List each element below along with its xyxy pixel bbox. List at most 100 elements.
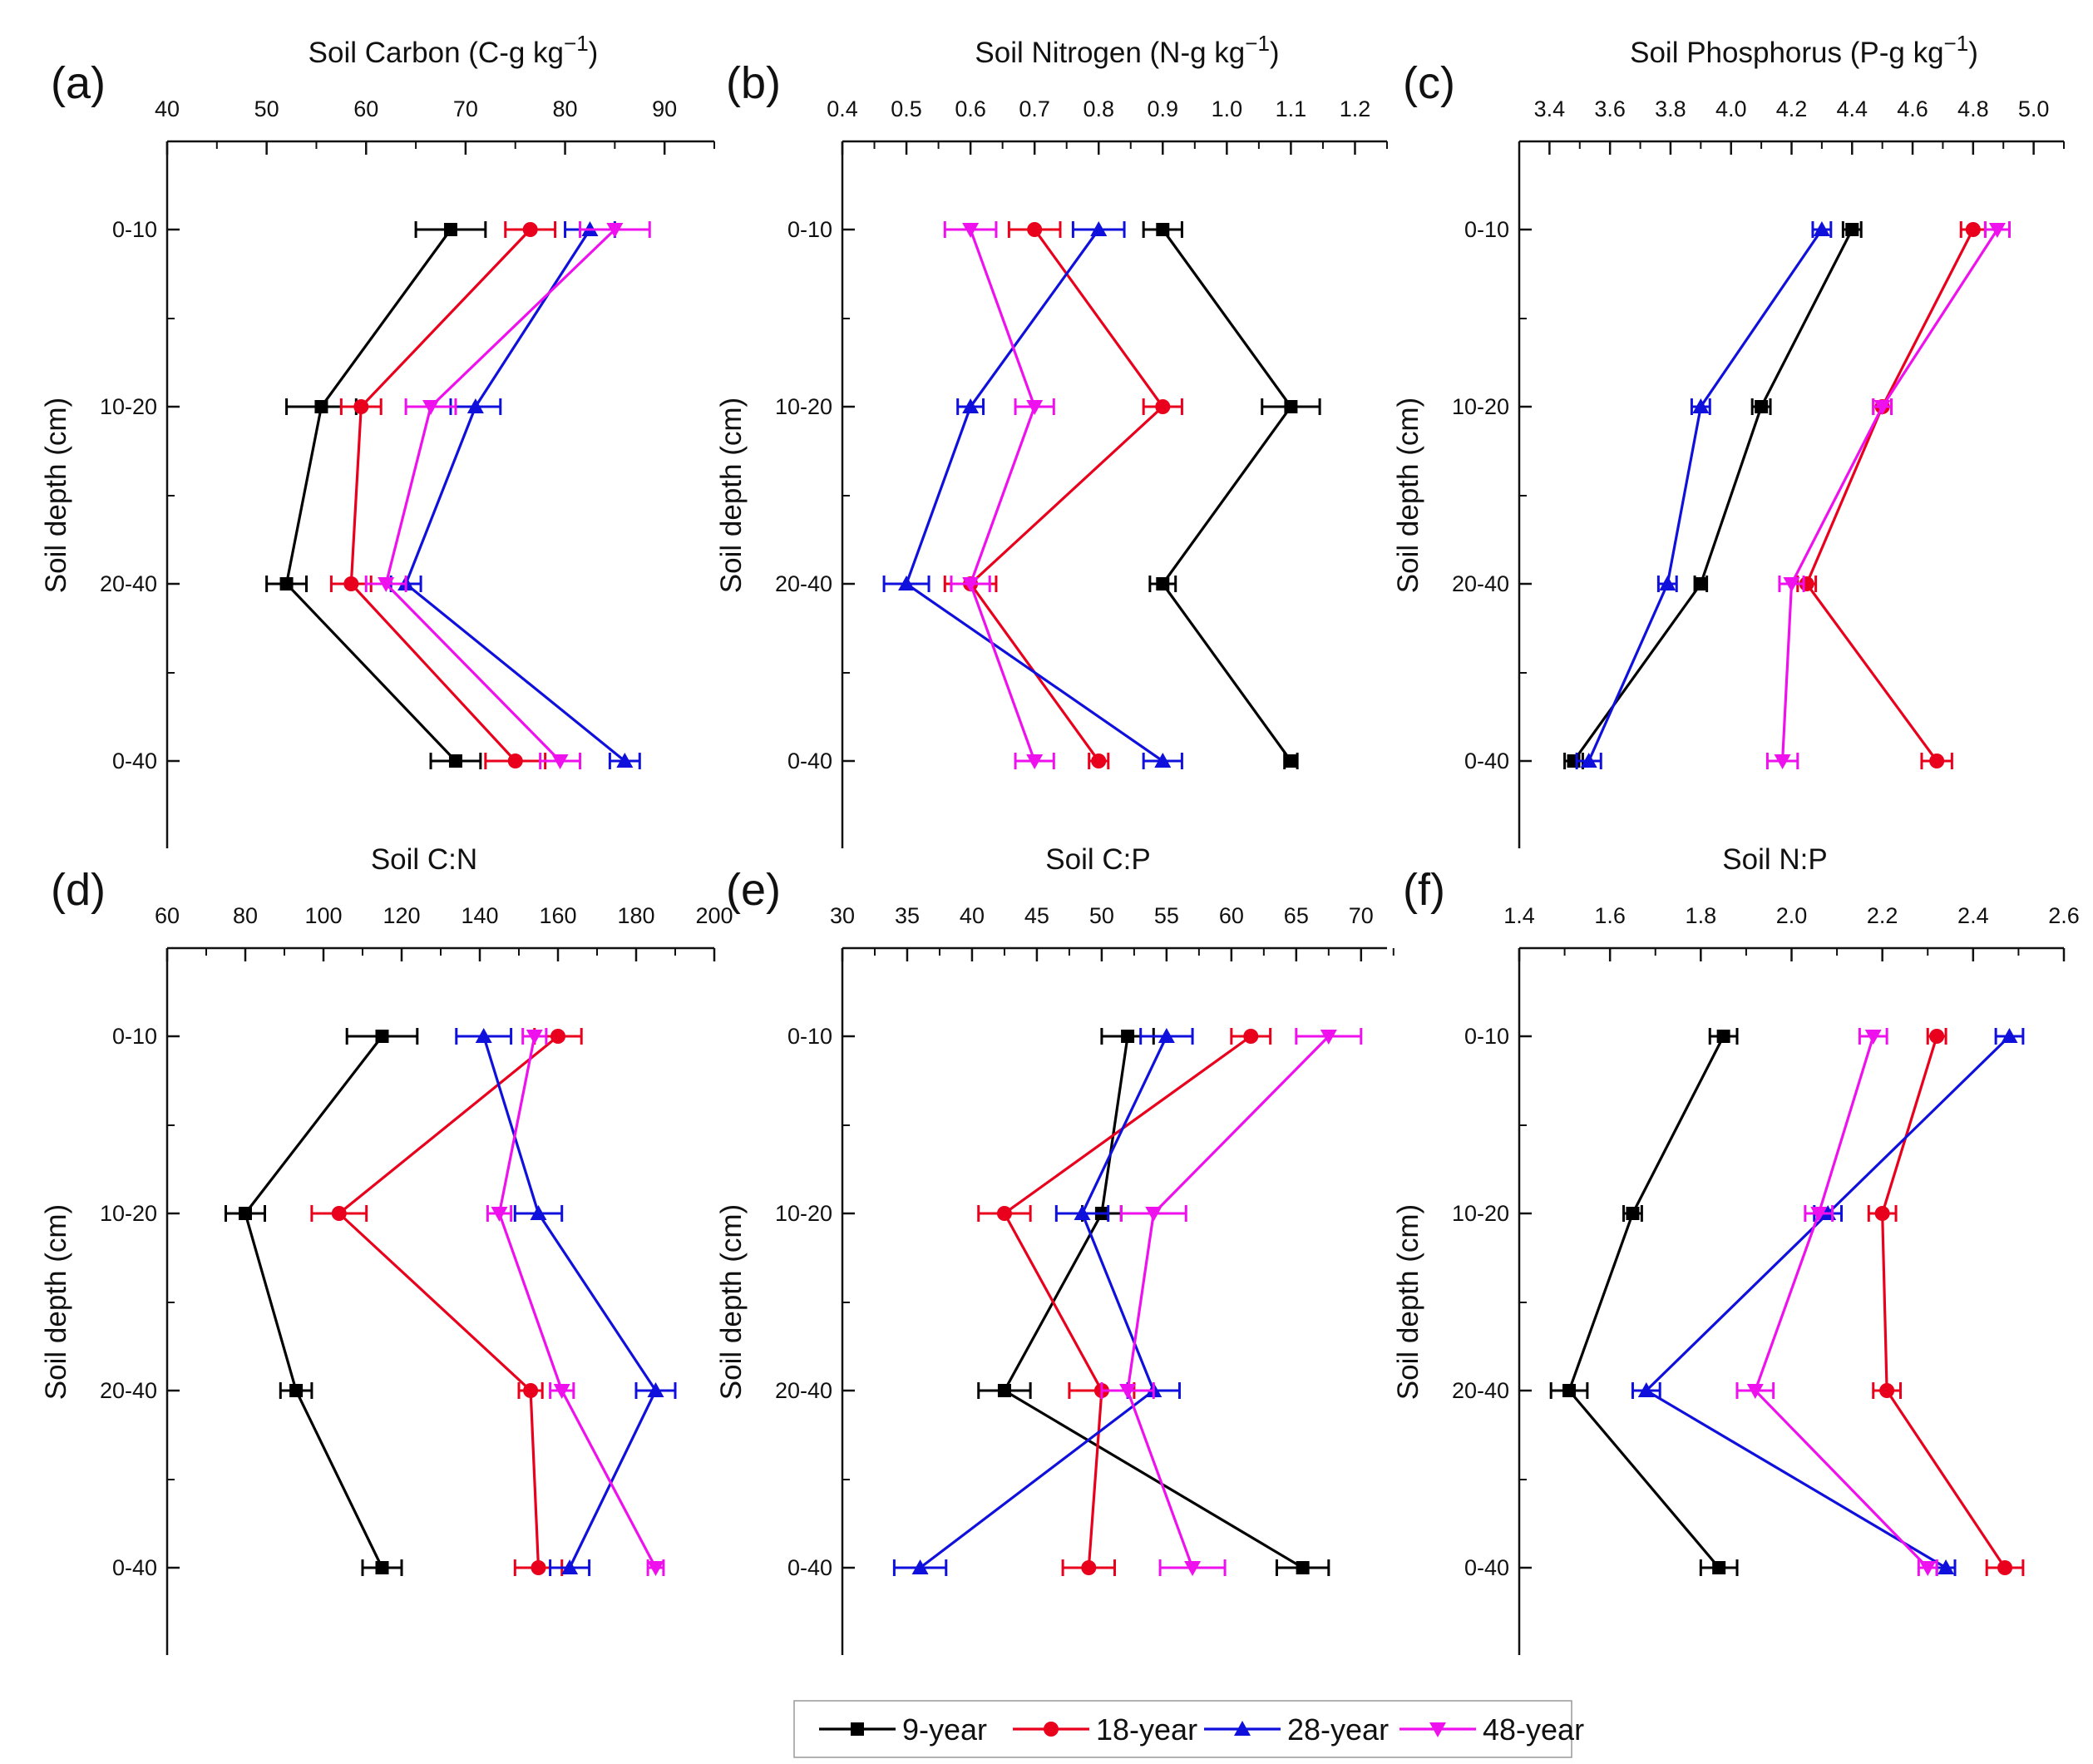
data-point <box>1562 1384 1577 1397</box>
data-point <box>1988 223 2006 238</box>
data-point <box>1580 753 1597 768</box>
panel-b: 0.4 0.5 0.6 0.7 0.8 0.9 1.0 1.1 1.2 0-10 10-20 20-4… <box>715 31 1388 848</box>
data-point <box>526 1030 543 1045</box>
data-point <box>962 577 980 592</box>
legend-label: 18-year <box>1096 1712 1197 1747</box>
y-tick-label: 20-40 <box>1452 1378 1509 1403</box>
x-tick-label: 200 <box>695 903 733 928</box>
series-line <box>244 1035 383 1569</box>
y-axis-title: Soil depth (cm) <box>40 398 72 593</box>
series-line <box>1881 1035 2007 1569</box>
data-point <box>1081 1560 1097 1575</box>
series-line <box>349 228 531 763</box>
x-tick-label: 1.4 <box>1503 903 1535 928</box>
panel-c: 3.4 3.6 3.8 4.0 4.2 4.4 4.6 4.8 5.0 0-10 10-20 20-4… <box>1392 31 2065 848</box>
series-48-year <box>1765 221 2011 769</box>
x-tick-label: 45 <box>1024 903 1049 928</box>
data-point <box>422 400 440 415</box>
y-tick-label: 0-10 <box>112 1024 157 1049</box>
data-point <box>1626 1207 1640 1220</box>
y-tick-label: 20-40 <box>100 571 157 596</box>
series-line <box>404 229 626 763</box>
y-tick-label: 10-20 <box>1452 394 1509 419</box>
data-point <box>279 577 294 590</box>
series-18-year <box>329 221 557 769</box>
series-9-year <box>1563 221 1863 769</box>
axis-title: Soil C:P <box>1045 843 1150 876</box>
data-point <box>550 1029 565 1044</box>
series-line <box>1587 229 1824 762</box>
data-point <box>997 1384 1011 1397</box>
data-point <box>616 753 634 768</box>
data-point <box>507 754 523 768</box>
data-point <box>523 1383 539 1398</box>
series-line <box>1161 229 1293 762</box>
data-point <box>239 1207 252 1220</box>
series-28-year <box>455 1028 677 1576</box>
series-28-year <box>892 1028 1194 1576</box>
data-point <box>375 1030 389 1043</box>
axis-title: Soil C:N <box>371 843 477 876</box>
x-tick-label: 80 <box>233 903 258 928</box>
series-line <box>497 1035 657 1569</box>
x-tick-label: 2.2 <box>1867 903 1898 928</box>
data-point <box>1874 1206 1890 1221</box>
x-tick-label: 60 <box>155 903 180 928</box>
data-point <box>1919 1561 1937 1576</box>
data-point <box>1845 223 1859 236</box>
panel-label: (f) <box>1403 865 1445 915</box>
series-48-year <box>486 1028 665 1576</box>
data-point <box>1026 400 1044 415</box>
data-point <box>448 754 462 768</box>
data-point <box>1296 1561 1310 1574</box>
x-tick-label: 0.7 <box>1019 96 1050 121</box>
y-tick-label: 20-40 <box>775 1378 832 1403</box>
axis-title: Soil Phosphorus (P-g kg−1) <box>1630 31 1978 69</box>
data-point <box>331 1206 347 1221</box>
series-line <box>384 228 616 763</box>
x-tick-label: 2.4 <box>1957 903 1989 928</box>
panel-label: (c) <box>1403 58 1455 108</box>
x-tick-label: 5.0 <box>2018 96 2050 121</box>
data-point <box>962 398 980 413</box>
x-tick-label: 4.0 <box>1715 96 1747 121</box>
panel-e: 30 35 40 45 50 55 60 65 70 0-10 10-20 20-40 0-40 Soil… <box>715 843 1395 1655</box>
data-point <box>996 1206 1012 1221</box>
series-line <box>919 1035 1168 1569</box>
data-point <box>1692 398 1710 413</box>
data-point <box>314 400 328 413</box>
x-tick-label: 1.6 <box>1594 903 1626 928</box>
panel-label: (e) <box>726 865 781 915</box>
data-point <box>1243 1029 1259 1044</box>
data-point <box>1184 1561 1202 1576</box>
x-tick-label: 140 <box>461 903 498 928</box>
x-tick-label: 2.0 <box>1776 903 1808 928</box>
y-tick-label: 10-20 <box>100 394 157 419</box>
x-tick-label: 50 <box>254 96 279 121</box>
data-point <box>531 1560 546 1575</box>
data-point <box>1119 1384 1137 1399</box>
series-line <box>905 229 1164 763</box>
x-tick-label: 3.8 <box>1655 96 1686 121</box>
legend-marker <box>1234 1721 1251 1736</box>
legend-label: 48-year <box>1483 1712 1584 1747</box>
x-tick-label: 40 <box>155 96 180 121</box>
x-tick-label: 0.9 <box>1148 96 1179 121</box>
data-point <box>475 1028 492 1043</box>
series-line <box>969 229 1036 762</box>
y-tick-label: 0-10 <box>787 217 832 242</box>
data-point <box>553 1384 570 1399</box>
series-48-year <box>364 221 651 769</box>
panel-label: (d) <box>51 865 106 915</box>
data-point <box>1026 754 1044 769</box>
y-tick-label: 20-40 <box>100 1378 157 1403</box>
y-tick-label: 0-10 <box>787 1024 832 1049</box>
data-point <box>289 1384 304 1397</box>
data-point <box>1284 400 1298 413</box>
data-point <box>1091 754 1107 768</box>
axis-title: Soil Nitrogen (N-g kg−1) <box>975 31 1279 69</box>
data-point <box>1694 577 1708 590</box>
x-tick-label: 180 <box>617 903 654 928</box>
series-48-year <box>943 221 1055 769</box>
x-tick-label: 70 <box>453 96 478 121</box>
